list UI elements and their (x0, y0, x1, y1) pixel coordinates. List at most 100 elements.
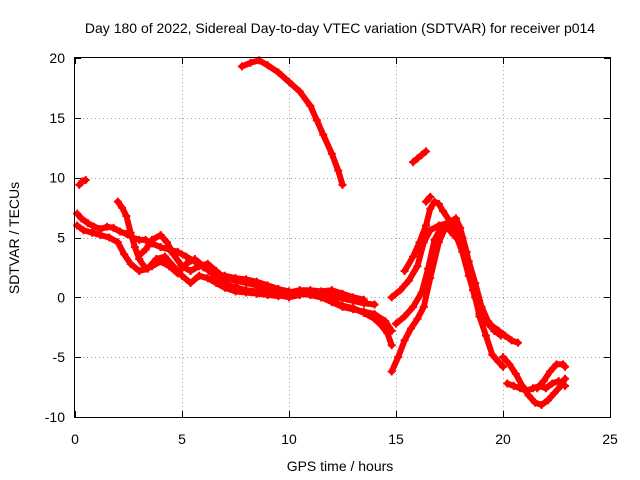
data-point (165, 262, 174, 271)
data-point (541, 384, 550, 393)
data-point (392, 319, 400, 328)
y-tick-label: -10 (45, 409, 65, 425)
series-track-6 (75, 176, 90, 189)
data-point (400, 312, 409, 321)
data-point (126, 259, 135, 268)
data-point (396, 286, 405, 295)
data-point (381, 317, 390, 326)
data-point (513, 338, 522, 347)
data-point (295, 286, 304, 295)
x-tick-label: 15 (388, 431, 404, 447)
series-track-14 (499, 353, 570, 410)
data-point (186, 278, 195, 287)
data-point (554, 377, 563, 386)
y-tick-label: 20 (49, 50, 65, 66)
data-point (501, 331, 510, 340)
data-point (409, 158, 418, 167)
series-track-1 (73, 209, 396, 335)
x-tick-label: 10 (281, 431, 297, 447)
data-point (195, 262, 204, 271)
data-point (387, 341, 396, 350)
data-point (481, 331, 490, 340)
series-track-13 (488, 322, 522, 347)
data-point (413, 154, 422, 163)
series-track-4 (135, 231, 368, 304)
data-point (77, 214, 86, 223)
data-point (377, 320, 386, 329)
data-point (263, 61, 272, 70)
data-point (338, 180, 347, 189)
data-point (531, 398, 540, 407)
data-point (263, 283, 272, 292)
data-point (387, 367, 396, 376)
series-track-5 (237, 56, 347, 189)
data-point (156, 257, 165, 266)
data-point (533, 384, 542, 393)
data-point (252, 281, 261, 290)
series-track-7 (409, 147, 430, 167)
data-point (122, 211, 131, 220)
data-point (426, 204, 435, 213)
data-point (113, 238, 122, 247)
data-point (507, 336, 516, 345)
data-point (148, 235, 157, 244)
data-point (141, 264, 150, 273)
data-point (103, 222, 112, 231)
series-track-12 (421, 192, 435, 206)
series-line (410, 148, 429, 166)
data-point (424, 264, 433, 273)
data-point (113, 197, 122, 206)
data-point (225, 281, 234, 290)
data-point (120, 250, 129, 259)
data-point (543, 396, 552, 405)
data-point (338, 289, 347, 298)
data-point (561, 362, 570, 371)
x-axis-label: GPS time / hours (287, 458, 394, 474)
data-point (173, 269, 182, 278)
series-line (74, 210, 395, 334)
data-point (404, 276, 413, 285)
data-point (516, 384, 525, 393)
y-axis-label: SDTVAR / TECUs (6, 182, 22, 294)
series-line (388, 215, 506, 375)
data-point (406, 324, 415, 333)
data-point (126, 228, 135, 237)
data-point (118, 203, 127, 212)
series-line (238, 57, 346, 188)
series-layer (73, 56, 570, 410)
data-point (415, 238, 424, 247)
data-point (413, 262, 422, 271)
x-tick-label: 5 (178, 431, 186, 447)
data-point (163, 238, 172, 247)
data-point (561, 381, 570, 390)
data-point (458, 247, 467, 256)
data-point (409, 302, 418, 311)
data-point (477, 307, 486, 316)
data-point (327, 286, 336, 295)
data-point (430, 235, 439, 244)
data-point (488, 350, 497, 359)
data-point (400, 336, 409, 345)
tick-labels: 0 5 10 15 20 25 -10 -5 0 5 10 15 20 (45, 50, 618, 447)
data-point (237, 62, 246, 71)
data-point (319, 130, 328, 139)
data-point (417, 288, 426, 297)
data-point (464, 271, 473, 280)
data-point (83, 219, 92, 228)
data-point (359, 308, 368, 317)
data-point (130, 243, 139, 252)
data-point (160, 252, 169, 261)
data-point (81, 176, 90, 185)
data-point (546, 367, 555, 376)
data-point (511, 369, 520, 378)
y-tick-label: 15 (49, 110, 65, 126)
y-tick-label: 10 (49, 170, 65, 186)
data-point (338, 301, 347, 310)
data-point (426, 192, 435, 201)
data-point (295, 87, 304, 96)
data-point (242, 278, 251, 287)
data-point (109, 223, 118, 232)
data-point (274, 68, 283, 77)
data-point (88, 228, 97, 237)
